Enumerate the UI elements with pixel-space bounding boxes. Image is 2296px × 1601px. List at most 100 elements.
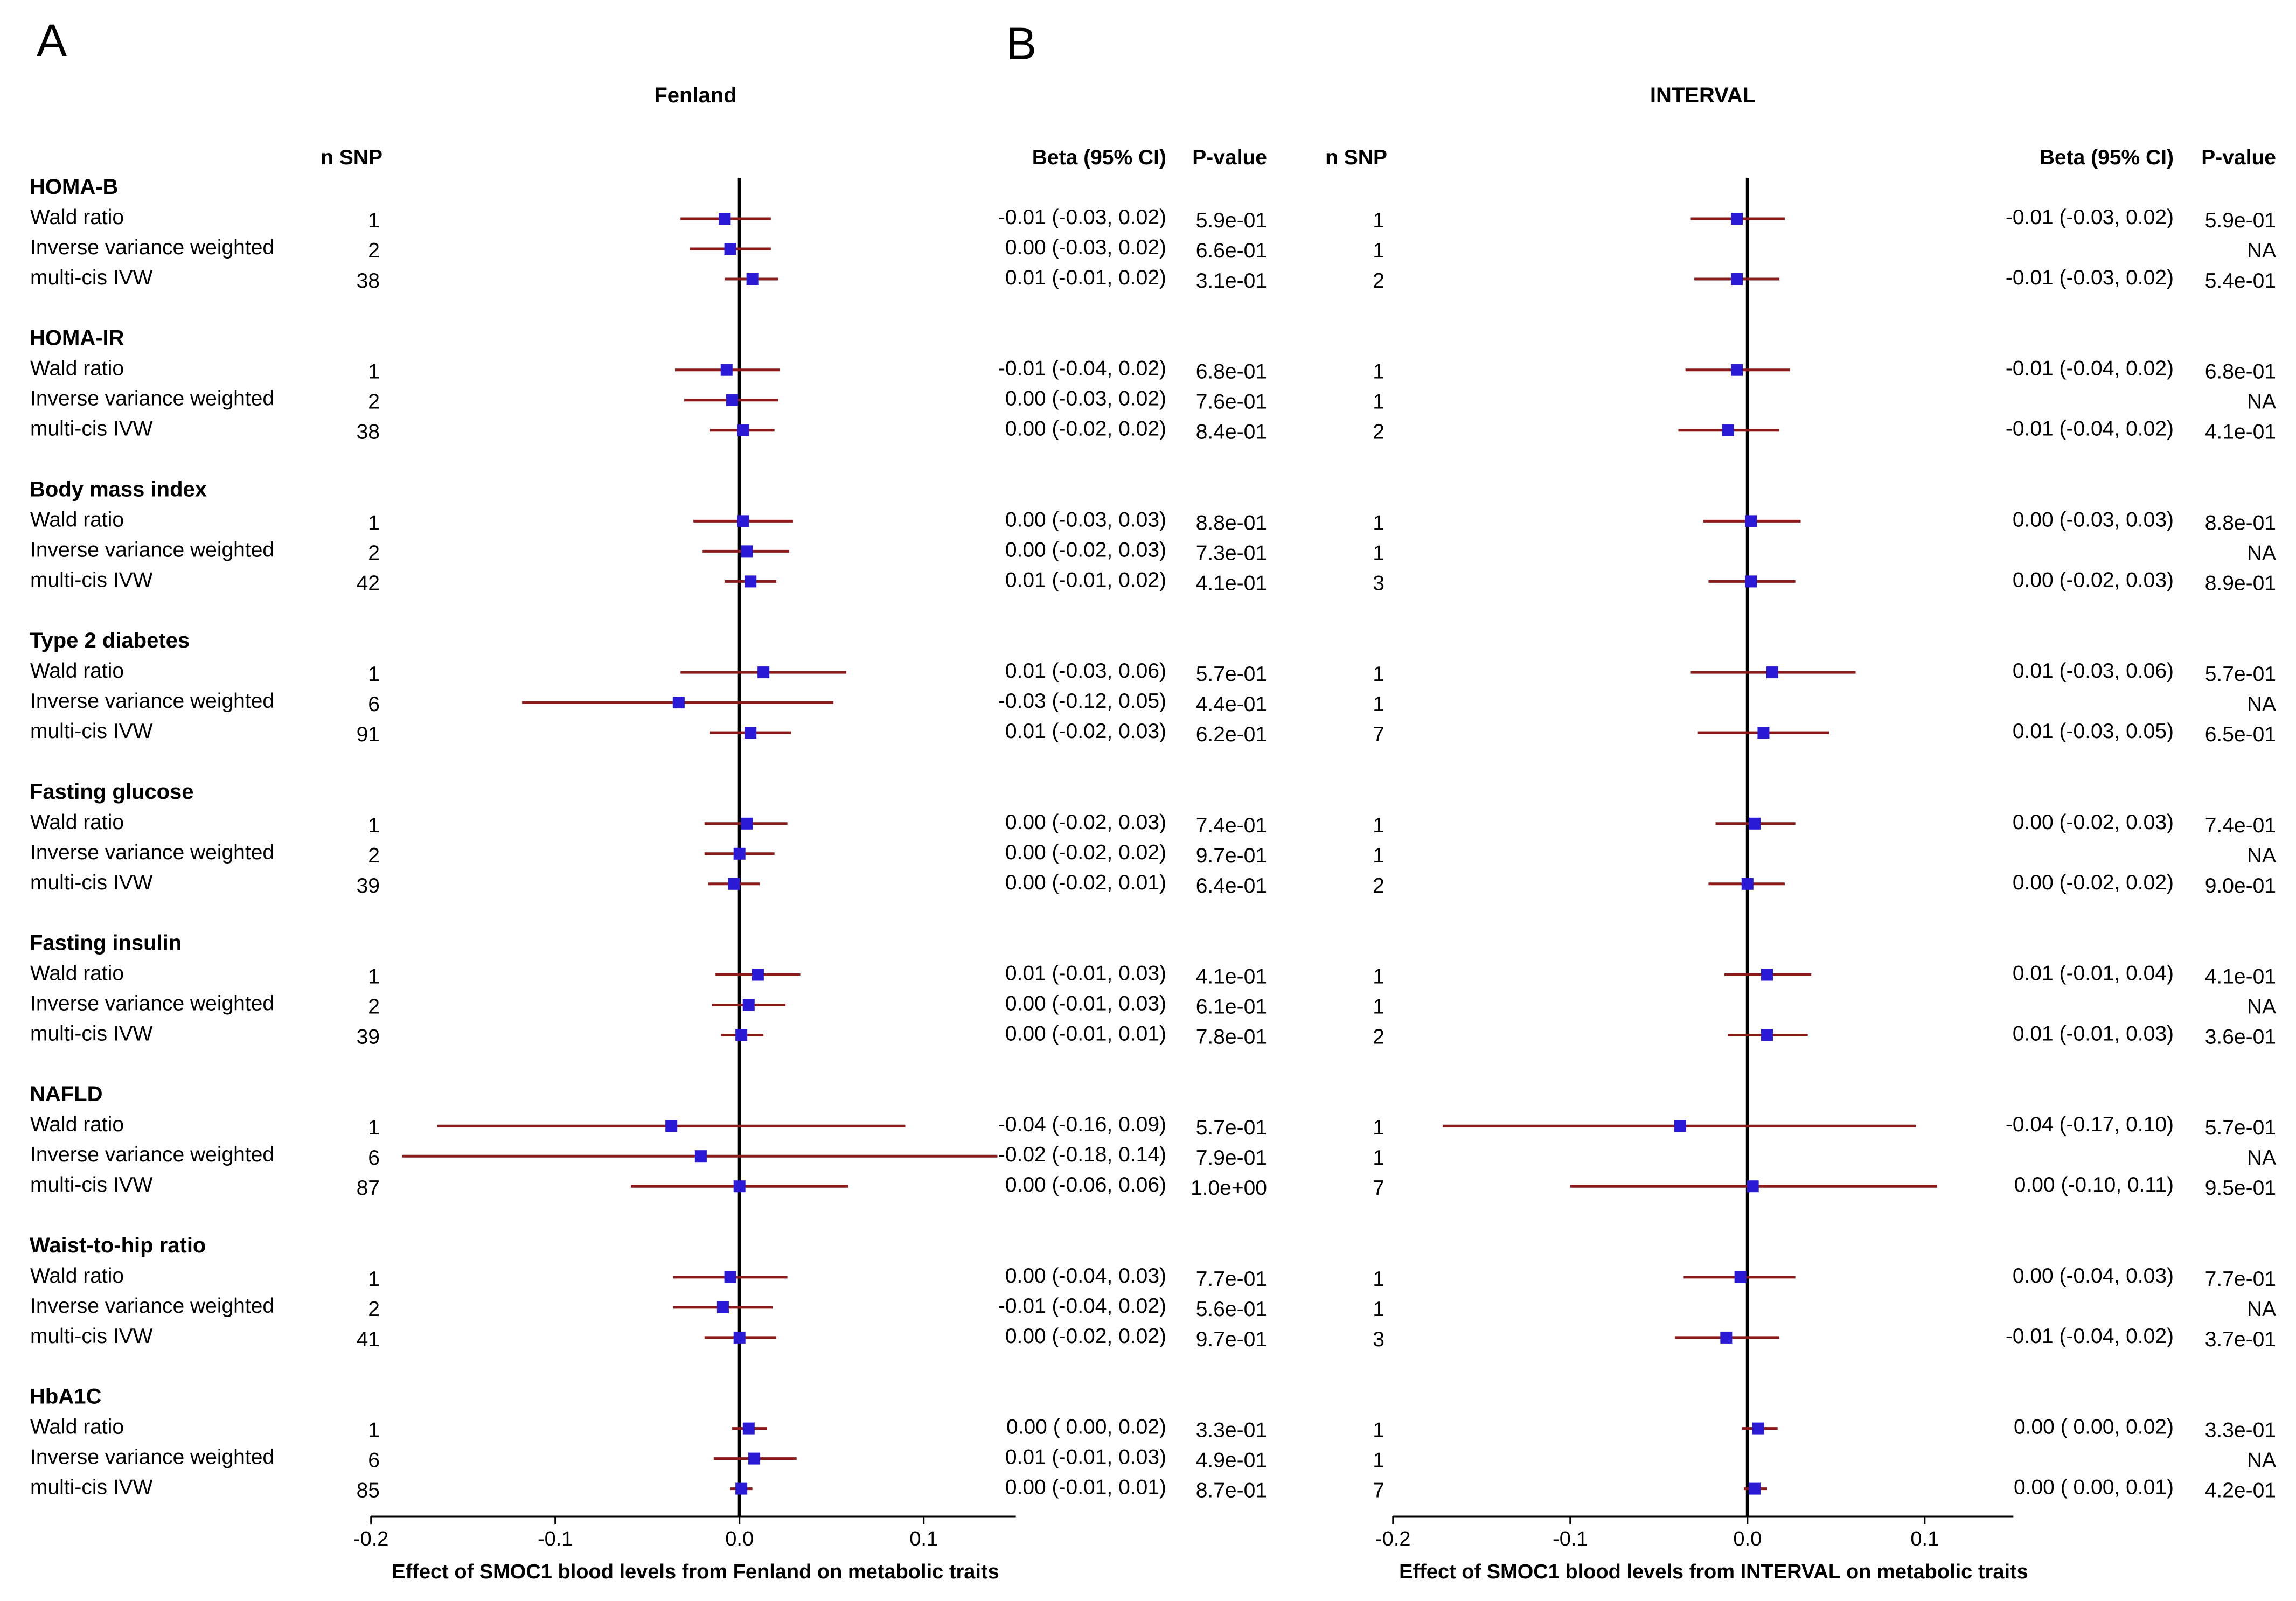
method-label: Inverse variance weighted	[30, 1143, 274, 1166]
point-estimate-marker	[742, 1422, 755, 1435]
x-axis-label: Effect of SMOC1 blood levels from Fenlan…	[392, 1561, 999, 1583]
panel-a-fenland: Fenland n SNP Beta (95% CI) P-value HOMA-B Wa…	[30, 83, 1267, 1583]
nsnp-value: 7	[1373, 723, 1384, 746]
method-label: Wald ratio	[30, 508, 124, 531]
pvalue-value: NA	[2247, 1298, 2276, 1321]
nsnp-value: 1	[368, 1116, 380, 1139]
pvalue-value: 5.9e-01	[2205, 209, 2276, 232]
beta-ci-value: 0.00 (-0.02, 0.02)	[2013, 871, 2174, 894]
point-estimate-marker	[735, 1029, 748, 1041]
beta-ci-value: 0.00 (-0.01, 0.03)	[1005, 992, 1166, 1015]
pvalue-value: 4.1e-01	[2205, 421, 2276, 444]
nsnp-value: 2	[368, 391, 380, 414]
beta-ci-value: 0.01 (-0.03, 0.06)	[1005, 659, 1166, 683]
beta-ci-value: 0.00 (-0.02, 0.02)	[1005, 1325, 1166, 1348]
point-estimate-marker	[1747, 1180, 1759, 1193]
method-label: Inverse variance weighted	[30, 538, 274, 561]
beta-ci-value: -0.01 (-0.04, 0.02)	[998, 357, 1166, 380]
nsnp-value: 1	[368, 1268, 380, 1291]
pvalue-value: 7.8e-01	[1196, 1026, 1267, 1049]
pvalue-value: 4.1e-01	[1196, 965, 1267, 989]
nsnp-value: 1	[368, 511, 380, 534]
beta-ci-value: 0.00 (-0.01, 0.01)	[1005, 1022, 1166, 1046]
point-estimate-marker	[1752, 1422, 1764, 1435]
pvalue-value: NA	[2247, 693, 2276, 716]
nsnp-value: 2	[1373, 269, 1384, 293]
column-header-nsnp: n SNP	[1325, 146, 1387, 169]
beta-ci-value: -0.04 (-0.17, 0.10)	[2006, 1113, 2174, 1136]
panel-letter-b: B	[1006, 18, 1036, 69]
nsnp-value: 1	[1373, 814, 1384, 837]
x-tick-label: 0.1	[1910, 1528, 1939, 1550]
pvalue-value: 3.1e-01	[1196, 269, 1267, 293]
x-tick-label: 0.0	[1733, 1528, 1762, 1550]
nsnp-value: 1	[368, 1419, 380, 1442]
method-label: multi-cis IVW	[30, 568, 153, 591]
x-tick-label: -0.1	[1553, 1528, 1588, 1550]
group-label: HOMA-B	[30, 175, 118, 199]
nsnp-value: 85	[357, 1479, 380, 1502]
pvalue-value: 6.6e-01	[1196, 239, 1267, 262]
method-label: Wald ratio	[30, 1113, 124, 1136]
nsnp-value: 1	[1373, 996, 1384, 1019]
beta-ci-value: 0.00 (-0.02, 0.02)	[1005, 417, 1166, 441]
point-estimate-marker	[748, 1452, 761, 1465]
nsnp-value: 6	[368, 1449, 380, 1472]
panel-letter-a: A	[37, 15, 67, 66]
nsnp-value: 41	[357, 1328, 380, 1351]
nsnp-value: 1	[1373, 844, 1384, 867]
method-label: Inverse variance weighted	[30, 1446, 274, 1469]
point-estimate-marker	[741, 545, 753, 558]
point-estimate-marker	[1720, 1331, 1733, 1344]
pvalue-value: 6.8e-01	[1196, 360, 1267, 384]
point-estimate-marker	[1745, 515, 1757, 527]
group-label: HOMA-IR	[30, 326, 124, 350]
point-estimate-marker	[1734, 1271, 1747, 1283]
pvalue-value: 7.4e-01	[1196, 814, 1267, 837]
beta-ci-value: 0.00 (-0.04, 0.03)	[2013, 1264, 2174, 1287]
group-label: NAFLD	[30, 1082, 103, 1106]
beta-ci-value: -0.02 (-0.18, 0.14)	[998, 1143, 1166, 1166]
beta-ci-value: 0.00 (-0.01, 0.01)	[1005, 1476, 1166, 1499]
beta-ci-value: 0.00 (-0.02, 0.03)	[1005, 811, 1166, 834]
nsnp-value: 39	[357, 874, 380, 897]
pvalue-value: 4.1e-01	[1196, 572, 1267, 595]
pvalue-value: 4.1e-01	[2205, 965, 2276, 989]
beta-ci-value: 0.01 (-0.01, 0.03)	[1005, 962, 1166, 985]
nsnp-value: 38	[357, 269, 380, 293]
pvalue-value: NA	[2247, 996, 2276, 1019]
point-estimate-marker	[1741, 878, 1754, 890]
point-estimate-marker	[726, 394, 739, 406]
nsnp-value: 1	[1373, 1146, 1384, 1170]
beta-ci-value: 0.00 (-0.02, 0.03)	[2013, 568, 2174, 591]
nsnp-value: 1	[368, 814, 380, 837]
point-estimate-marker	[1731, 273, 1743, 285]
point-estimate-marker	[733, 1180, 746, 1193]
beta-ci-value: 0.00 (-0.04, 0.03)	[1005, 1264, 1166, 1287]
nsnp-value: 1	[1373, 663, 1384, 686]
nsnp-value: 1	[1373, 391, 1384, 414]
nsnp-value: 7	[1373, 1479, 1384, 1502]
nsnp-value: 1	[1373, 1116, 1384, 1139]
pvalue-value: 7.9e-01	[1196, 1146, 1267, 1170]
beta-ci-value: 0.00 ( 0.00, 0.02)	[1006, 1416, 1166, 1439]
nsnp-value: 91	[357, 723, 380, 746]
point-estimate-marker	[752, 969, 764, 981]
nsnp-value: 6	[368, 1146, 380, 1170]
panel-title: Fenland	[654, 83, 736, 107]
beta-ci-value: 0.01 (-0.01, 0.04)	[2013, 962, 2174, 985]
point-estimate-marker	[1761, 969, 1773, 981]
nsnp-value: 1	[368, 360, 380, 384]
pvalue-value: 6.8e-01	[2205, 360, 2276, 384]
method-label: Wald ratio	[30, 357, 124, 380]
beta-ci-value: 0.00 (-0.06, 0.06)	[1005, 1173, 1166, 1196]
pvalue-value: NA	[2247, 391, 2276, 414]
pvalue-value: 8.9e-01	[2205, 572, 2276, 595]
nsnp-value: 87	[357, 1177, 380, 1200]
beta-ci-value: 0.00 (-0.02, 0.02)	[1005, 841, 1166, 864]
pvalue-value: 5.7e-01	[1196, 663, 1267, 686]
nsnp-value: 1	[1373, 1298, 1384, 1321]
x-tick-label: -0.2	[353, 1528, 388, 1550]
beta-ci-value: -0.01 (-0.03, 0.02)	[998, 206, 1166, 229]
nsnp-value: 38	[357, 421, 380, 444]
